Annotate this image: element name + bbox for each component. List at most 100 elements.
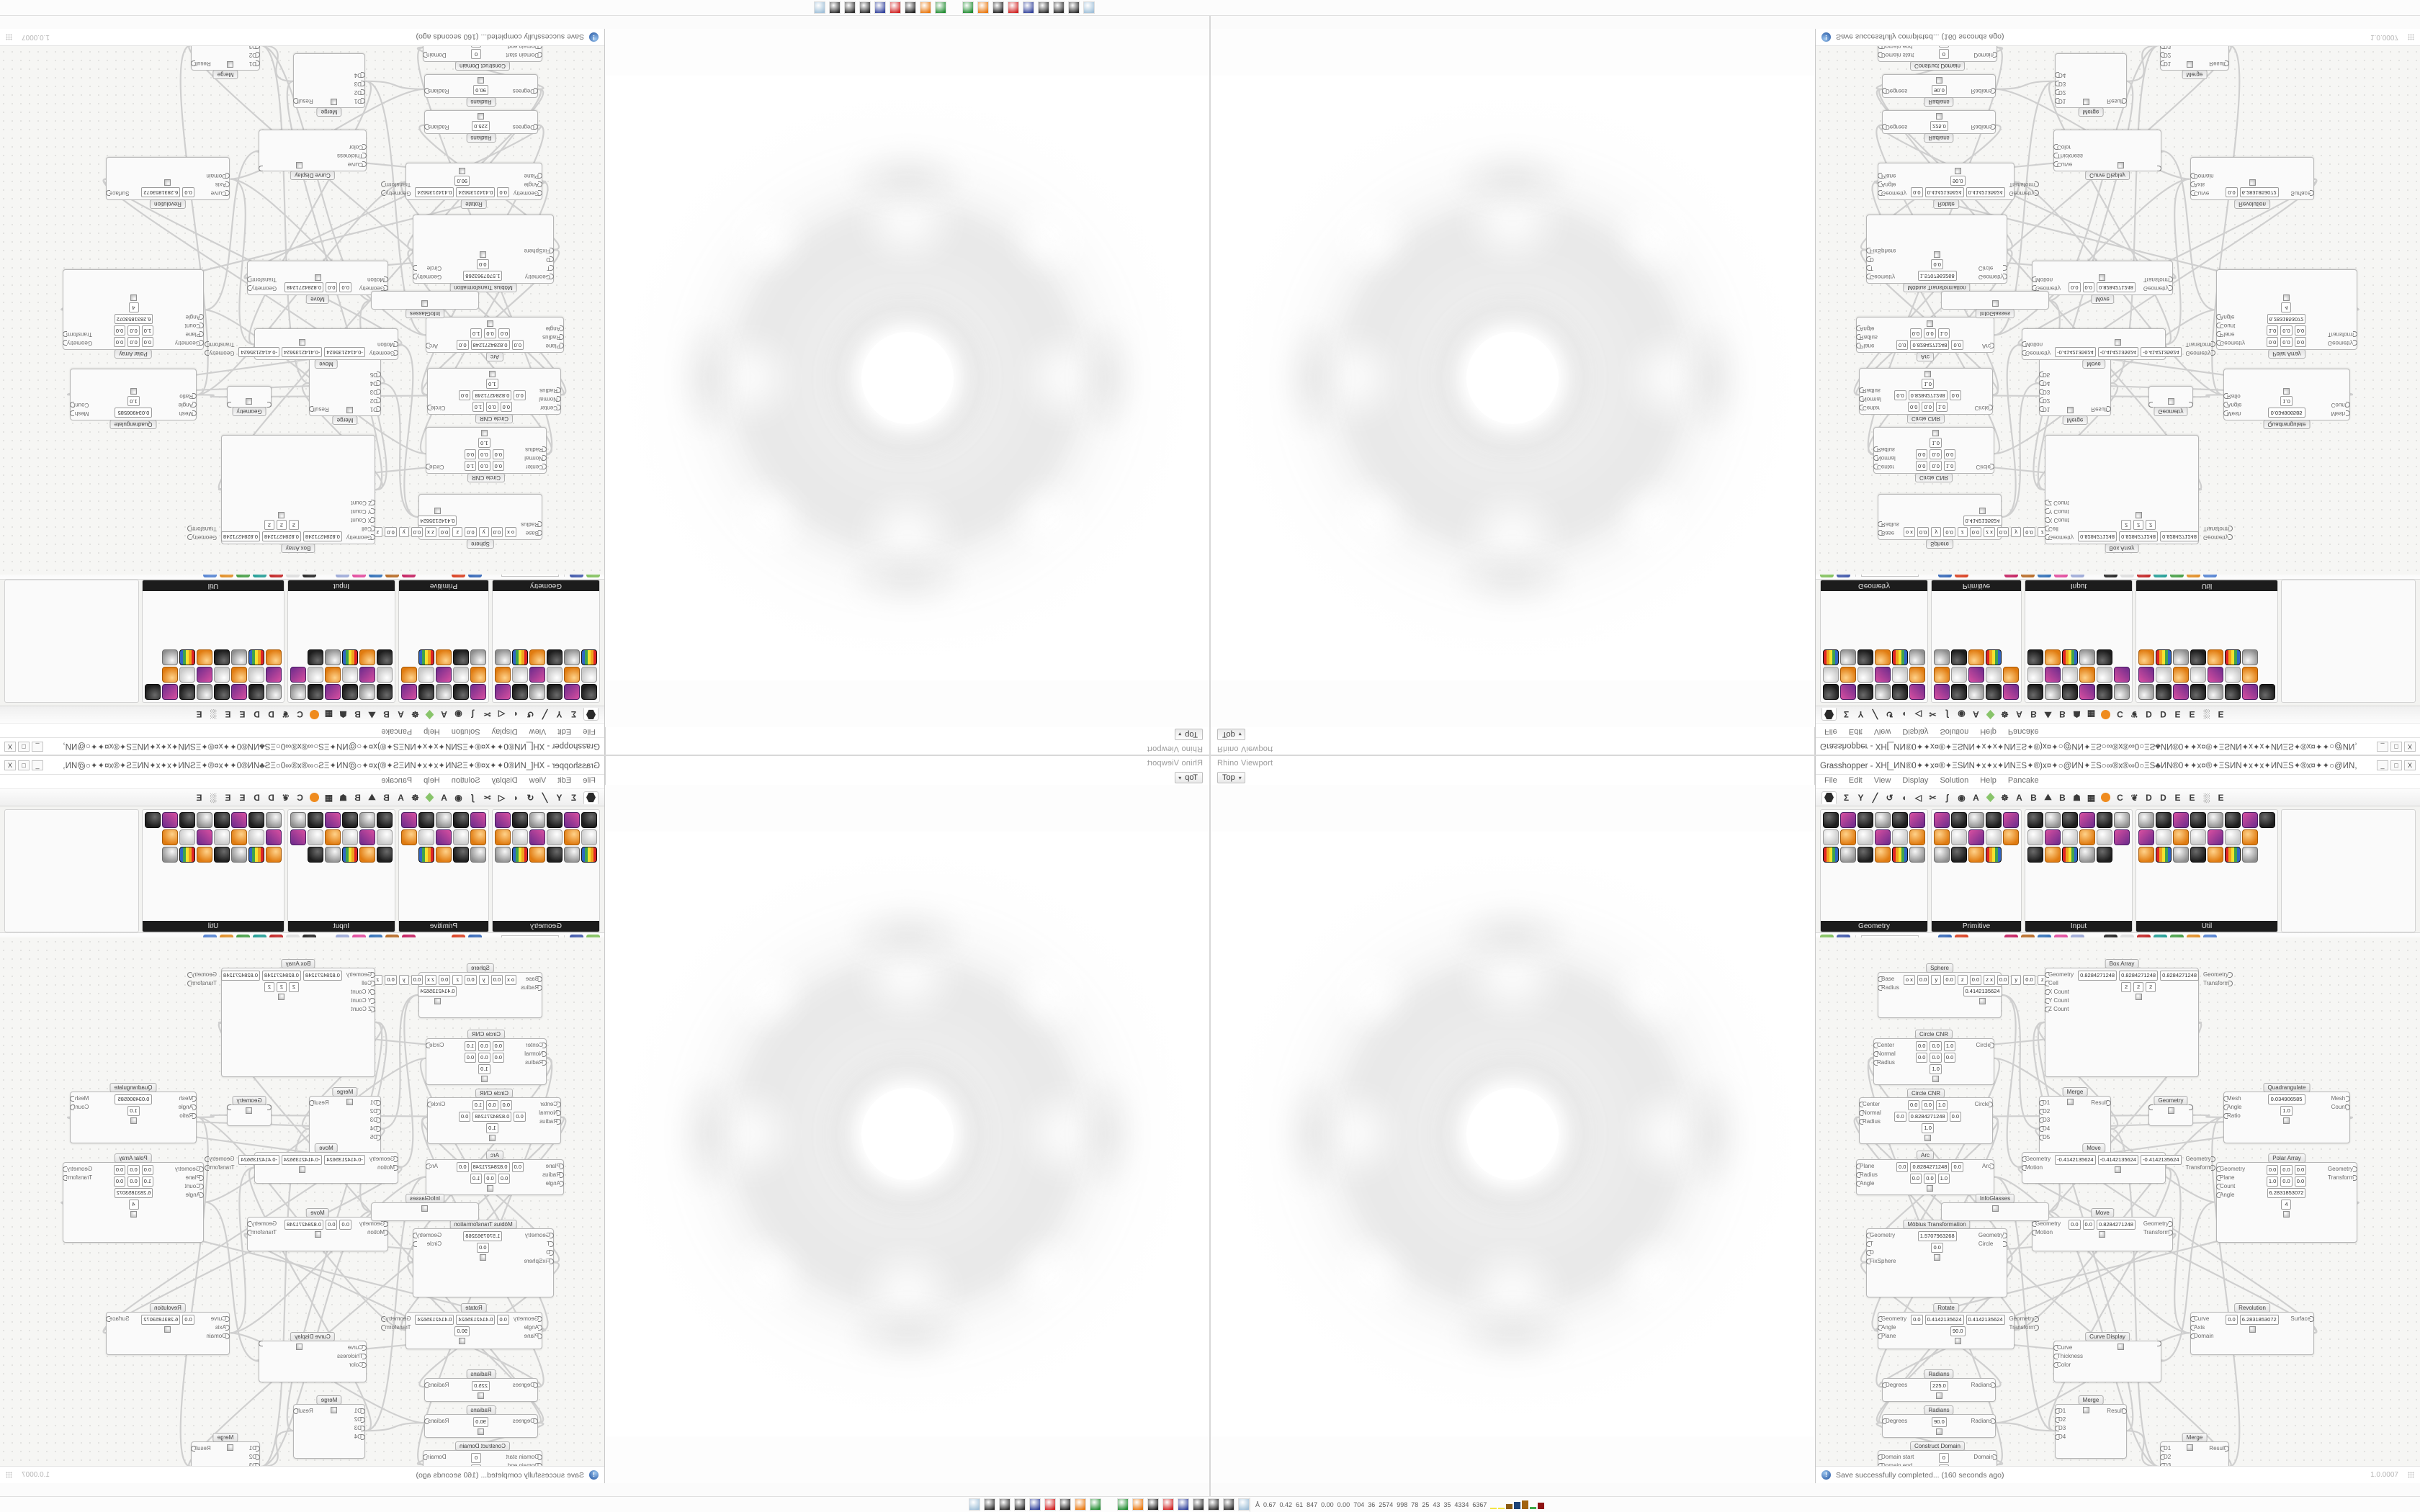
port-input[interactable]: [2053, 1345, 2058, 1351]
port-input[interactable]: [557, 387, 561, 393]
value-field[interactable]: 225.0: [1930, 121, 1948, 131]
ribbon-tab-letter-e-icon[interactable]: E: [2174, 709, 2181, 720]
input-param[interactable]: Curve: [2190, 189, 2214, 197]
value-field[interactable]: 2: [2133, 520, 2144, 530]
component-ball-icon[interactable]: [401, 684, 417, 700]
component-cherry-icon[interactable]: [2138, 812, 2154, 828]
input-param[interactable]: Base: [521, 528, 542, 537]
minimize-button[interactable]: _: [2377, 760, 2388, 770]
input-param[interactable]: Motion: [369, 340, 398, 348]
port-output[interactable]: [2210, 1156, 2215, 1162]
output-param[interactable]: Geometry: [2328, 1165, 2357, 1174]
puzzle-icon[interactable]: [1068, 1, 1080, 14]
port-input[interactable]: [1882, 88, 1886, 94]
port-input[interactable]: [2190, 1333, 2195, 1339]
component-magnet-icon[interactable]: [266, 829, 282, 845]
component-colour-wheel-icon[interactable]: [325, 847, 341, 863]
input-param[interactable]: Radius: [524, 1058, 547, 1067]
gh-node[interactable]: Circle CNR Center Normal Radius 0.0 0.0 1.0 0.0…: [1873, 427, 1994, 482]
component-mesh-icon[interactable]: [1892, 667, 1908, 683]
minimize-button[interactable]: _: [32, 760, 43, 770]
port-output[interactable]: [309, 406, 314, 412]
node-caption[interactable]: Box Array: [281, 959, 315, 968]
port-output[interactable]: [227, 1104, 231, 1110]
value-field[interactable]: 0.0: [1908, 1100, 1920, 1110]
value-field[interactable]: 0.8284271248: [2160, 531, 2200, 541]
gh-node[interactable]: Merge D1 D2 D3 D4 Result: [2055, 53, 2127, 117]
component-ellipse-icon[interactable]: [470, 684, 486, 700]
ribbon-tab-slash-icon[interactable]: ╱: [1872, 709, 1878, 720]
value-field[interactable]: 0.0: [411, 527, 424, 537]
output-param[interactable]: Count: [70, 400, 89, 409]
component-id-icon[interactable]: [418, 847, 434, 863]
port-input[interactable]: [2216, 323, 2220, 328]
port-output[interactable]: [2345, 1104, 2350, 1110]
node-caption[interactable]: Rotate: [461, 199, 487, 209]
node-caption[interactable]: Möbius Transformation: [1903, 1220, 1971, 1229]
port-output[interactable]: [2210, 1165, 2215, 1171]
ribbon-tab-grid-icon[interactable]: ▦: [324, 792, 333, 803]
component-clock2-icon[interactable]: [2208, 684, 2223, 700]
node-caption[interactable]: Radians: [1924, 1369, 1954, 1379]
port-input[interactable]: [371, 989, 375, 995]
input-param[interactable]: Radius: [524, 445, 547, 454]
input-param[interactable]: Degrees: [1882, 86, 1907, 95]
node-caption[interactable]: Curve Display: [2085, 171, 2130, 180]
value-field[interactable]: 0.0: [127, 1165, 140, 1175]
component-paint-icon[interactable]: [342, 667, 358, 683]
ribbon-tab-letter-a2-icon[interactable]: A: [398, 792, 404, 803]
node-caption[interactable]: Radians: [1924, 1405, 1954, 1415]
node-caption[interactable]: Merge: [2182, 1433, 2208, 1442]
output-param[interactable]: Result: [191, 59, 211, 68]
output-param[interactable]: Transform: [247, 1228, 277, 1237]
ribbon-tab-leaf-icon[interactable]: [1986, 791, 1995, 804]
ribbon-tab-dither-icon[interactable]: ░: [2203, 792, 2210, 803]
gh-node[interactable]: Polar Array Geometry Plane Count Angle 0.0 0.0…: [63, 269, 204, 359]
output-param[interactable]: Count: [2331, 1103, 2350, 1112]
input-param[interactable]: D2: [370, 396, 381, 405]
port-output[interactable]: [187, 981, 192, 986]
port-output[interactable]: [63, 331, 67, 337]
ribbon-tab-dither-icon[interactable]: ░: [210, 792, 217, 803]
port-input[interactable]: [362, 1354, 367, 1359]
input-param[interactable]: Y Count: [2045, 507, 2074, 516]
component-panel-icon[interactable]: [377, 812, 393, 828]
input-param[interactable]: D1: [354, 1407, 365, 1416]
port-output[interactable]: [191, 60, 196, 66]
input-param[interactable]: Motion: [2022, 1164, 2051, 1172]
input-param[interactable]: Normal: [524, 454, 547, 462]
ribbon-tab-sigma-icon[interactable]: Σ: [570, 792, 577, 803]
value-field[interactable]: o x: [1903, 527, 1915, 537]
ribbon-tab-letter-e2-icon[interactable]: E: [225, 792, 231, 803]
input-param[interactable]: Base: [1878, 528, 1899, 537]
port-input[interactable]: [538, 976, 542, 982]
component-slider-icon[interactable]: [359, 829, 375, 845]
input-param[interactable]: Domain end: [1878, 1462, 1914, 1466]
output-param[interactable]: Circle: [427, 403, 445, 412]
port-input[interactable]: [1873, 464, 1878, 469]
component-abc-icon[interactable]: [179, 812, 195, 828]
component-loft-icon[interactable]: [529, 812, 545, 828]
component-vector-icon[interactable]: [2062, 812, 2078, 828]
input-param[interactable]: D2: [2055, 88, 2066, 96]
input-param[interactable]: Degrees: [513, 86, 538, 95]
port-input[interactable]: [377, 389, 381, 395]
component-vector-icon[interactable]: [2062, 684, 2078, 700]
port-output[interactable]: [413, 265, 417, 271]
port-output[interactable]: [424, 1418, 429, 1424]
value-field[interactable]: y: [478, 527, 489, 537]
value-field[interactable]: 0.0: [1894, 1112, 1906, 1122]
component-clock-icon[interactable]: [2097, 649, 2112, 665]
component-colour-wheel-icon[interactable]: [325, 649, 341, 665]
port-input[interactable]: [557, 1119, 561, 1125]
component-pink-slider-icon[interactable]: [325, 667, 341, 683]
component-cone-icon[interactable]: [1909, 649, 1925, 665]
value-field[interactable]: 2: [288, 982, 299, 992]
ribbon-tab-letter-c-icon[interactable]: C: [297, 792, 303, 803]
component-line-icon[interactable]: [581, 829, 597, 845]
port-input[interactable]: [2160, 60, 2164, 66]
port-input[interactable]: [2223, 1104, 2228, 1110]
output-param[interactable]: Transform: [2203, 524, 2233, 533]
component-c-tag-icon[interactable]: [2156, 812, 2172, 828]
component-toggle-icon[interactable]: [325, 812, 341, 828]
